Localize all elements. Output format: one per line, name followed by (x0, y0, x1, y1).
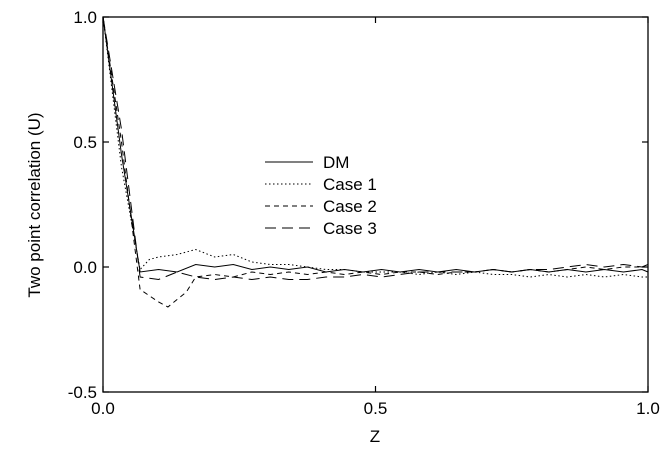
legend-label: Case 2 (323, 197, 377, 216)
series-line-case-3 (102, 16, 649, 281)
x-tick-label: 1.0 (636, 399, 660, 418)
y-tick-label: 0.0 (73, 258, 97, 277)
x-tick-label: 0.0 (91, 399, 115, 418)
y-tick-label: -0.5 (68, 383, 97, 402)
x-axis-label: Z (370, 427, 380, 446)
legend-label: DM (323, 153, 349, 172)
y-tick-label: 0.5 (73, 133, 97, 152)
legend-label: Case 3 (323, 219, 377, 238)
y-axis-label: Two point correlation (U) (25, 112, 44, 297)
series-line-case-2 (102, 16, 648, 308)
y-tick-label: 1.0 (73, 8, 97, 27)
legend-label: Case 1 (323, 175, 377, 194)
series-line-case-1 (102, 16, 648, 278)
x-tick-label: 0.5 (364, 399, 388, 418)
